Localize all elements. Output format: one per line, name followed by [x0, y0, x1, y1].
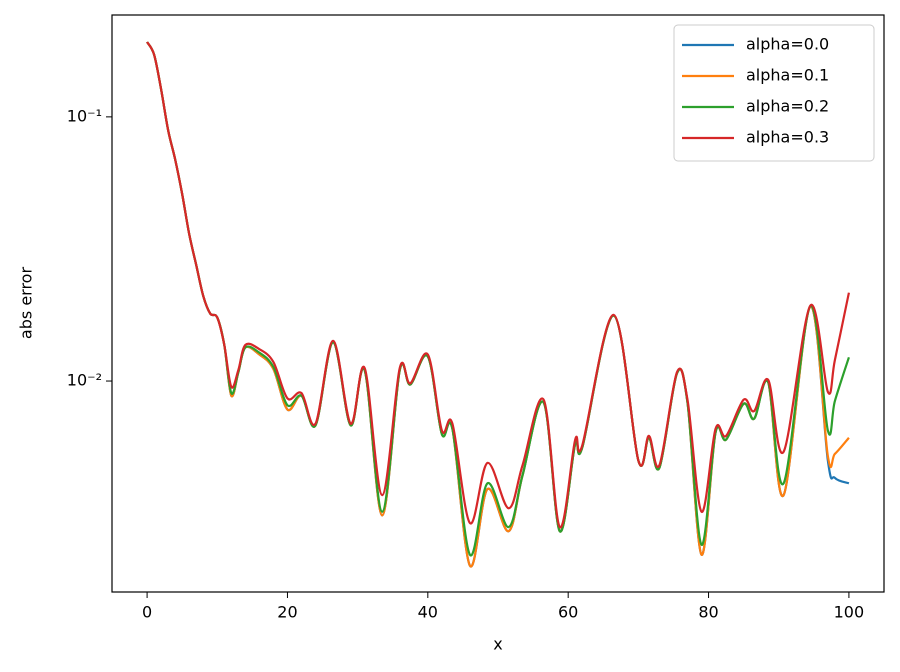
legend-label: alpha=0.0: [746, 35, 829, 54]
legend: alpha=0.0 alpha=0.1 alpha=0.2 alpha=0.3: [673, 24, 875, 162]
x-axis-label: x: [493, 635, 502, 654]
plot-frame: [111, 14, 885, 593]
legend-box: [673, 24, 875, 162]
y-tick-label: 10⁻²: [67, 371, 102, 390]
x-tick-label: 0: [142, 603, 152, 622]
legend-label: alpha=0.1: [746, 66, 829, 85]
y-axis-label: abs error: [17, 267, 36, 340]
y-tick-label: 10⁻¹: [67, 106, 102, 125]
line-series: [146, 41, 850, 529]
legend-label: alpha=0.3: [746, 128, 829, 147]
x-tick-label: 40: [418, 603, 438, 622]
x-tick-label: 100: [834, 603, 865, 622]
x-tick-label: 60: [558, 603, 578, 622]
x-tick-label: 20: [277, 603, 297, 622]
legend-label: alpha=0.2: [746, 97, 829, 116]
x-tick-label: 80: [698, 603, 718, 622]
